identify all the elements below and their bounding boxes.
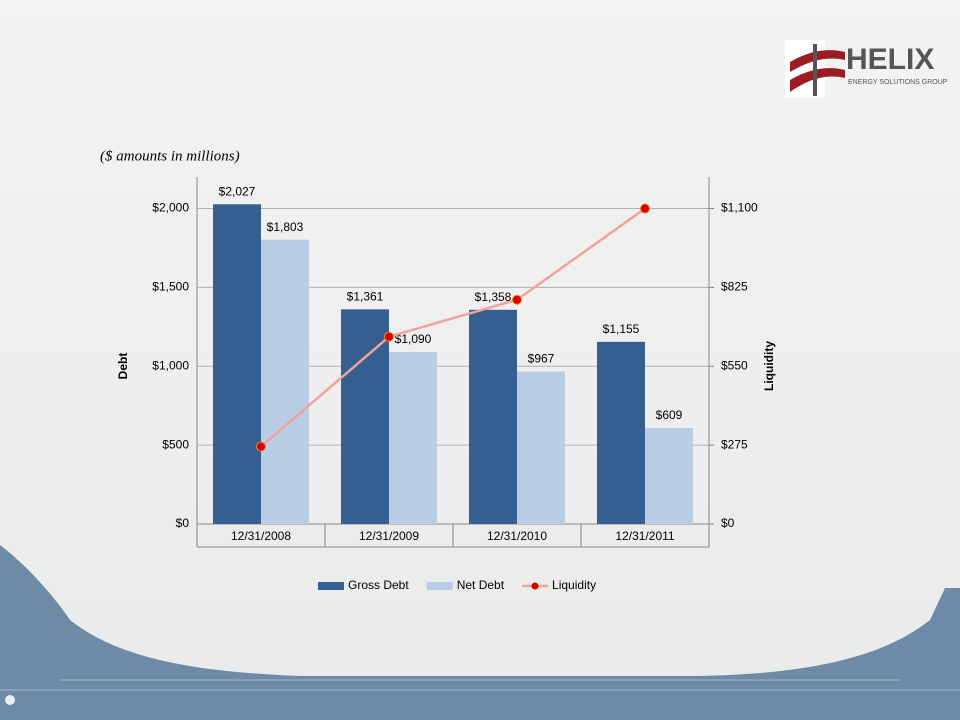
data-label: $2,027 <box>219 184 256 198</box>
bar <box>597 341 645 524</box>
legend-swatch <box>426 582 453 590</box>
blueprint-lines <box>0 679 960 691</box>
line-marker <box>256 441 266 452</box>
y2-tick-label: $0 <box>721 516 735 530</box>
x-tick-label: 12/31/2008 <box>231 529 291 543</box>
legend-label: Liquidity <box>552 578 596 592</box>
legend-label: Net Debt <box>457 578 505 592</box>
y-tick-label: $1,000 <box>152 358 189 372</box>
x-tick-label: 12/31/2009 <box>359 529 419 543</box>
data-label: $1,090 <box>395 332 432 346</box>
logo-swoosh <box>790 50 845 92</box>
blueprint-band <box>0 545 960 720</box>
slide-icon <box>5 695 15 705</box>
legend-marker <box>531 582 539 590</box>
y2-tick-label: $550 <box>721 358 748 372</box>
legend-swatch <box>318 582 344 590</box>
line-marker <box>640 203 650 214</box>
y2-tick-label: $275 <box>721 437 748 451</box>
y-tick-label: $0 <box>176 516 190 530</box>
line-marker <box>512 294 522 305</box>
y2-axis-title: Liquidity <box>762 341 776 391</box>
data-label: $1,361 <box>347 290 384 304</box>
bar <box>389 352 437 524</box>
x-tick-label: 12/31/2011 <box>615 529 674 543</box>
bar <box>517 371 565 524</box>
line-series <box>260 207 646 448</box>
data-label: $1,358 <box>475 290 512 304</box>
line-marker <box>384 331 394 342</box>
bar <box>469 309 517 524</box>
data-label: $1,155 <box>603 322 640 336</box>
bar <box>213 204 261 525</box>
bar <box>645 427 693 524</box>
data-label: $1,803 <box>267 220 304 234</box>
y2-tick-label: $825 <box>721 280 748 294</box>
x-tick-label: 12/31/2010 <box>487 529 547 543</box>
bar <box>261 239 309 524</box>
y2-tick-label: $1,100 <box>721 201 758 215</box>
logo: HELIX ENERGY SOLUTIONS GROUP <box>785 40 948 98</box>
data-label: $609 <box>656 408 683 422</box>
logo-name: HELIX <box>846 43 934 76</box>
y-axis-title: Debt <box>116 353 130 380</box>
y-tick-label: $2,000 <box>152 201 189 215</box>
logo-tagline: ENERGY SOLUTIONS GROUP <box>848 79 948 86</box>
y-tick-label: $500 <box>162 437 189 451</box>
subtitle: ($ amounts in millions) <box>100 148 240 164</box>
logo-bar <box>813 44 817 96</box>
y-tick-label: $1,500 <box>152 280 189 294</box>
data-label: $967 <box>528 352 555 366</box>
legend-label: Gross Debt <box>348 578 409 592</box>
